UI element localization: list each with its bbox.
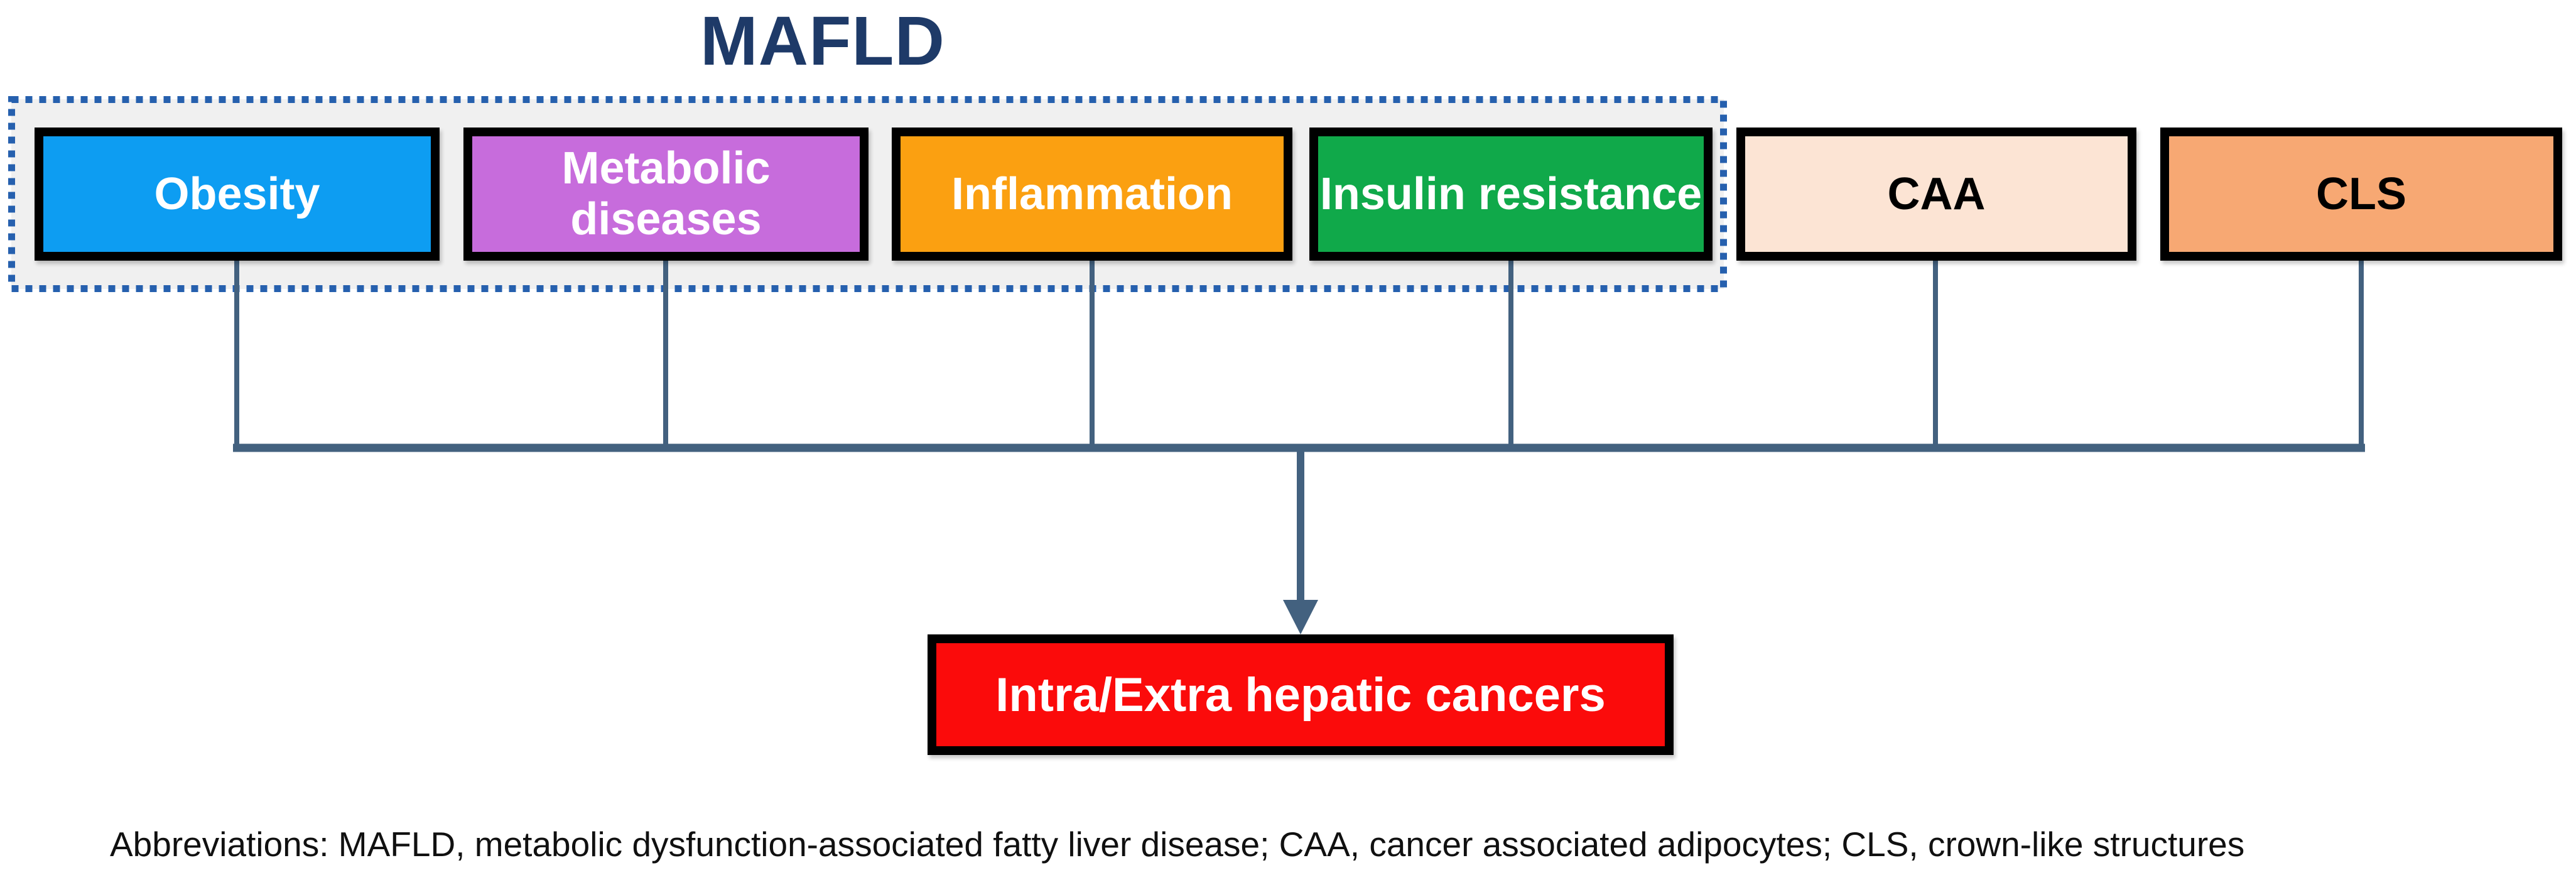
- factor-label: Metabolic diseases: [561, 143, 771, 244]
- outcome-box-hepatic-cancers: Intra/Extra hepatic cancers: [928, 634, 1674, 755]
- factor-box-metabolic-diseases: Metabolic diseases: [463, 128, 869, 261]
- factor-box-obesity: Obesity: [35, 128, 440, 261]
- factor-box-cls: CLS: [2160, 128, 2562, 261]
- factor-label: Inflammation: [951, 168, 1233, 219]
- factor-box-inflammation: Inflammation: [892, 128, 1292, 261]
- factor-label: CAA: [1887, 168, 1986, 219]
- diagram-title: MAFLD: [700, 3, 945, 80]
- factor-box-caa: CAA: [1736, 128, 2136, 261]
- factor-box-insulin-resistance: Insulin resistance: [1309, 128, 1713, 261]
- outcome-label: Intra/Extra hepatic cancers: [995, 668, 1606, 722]
- arrow-head-icon: [1283, 600, 1318, 634]
- factor-label: CLS: [2316, 168, 2406, 219]
- factor-label: Insulin resistance: [1319, 168, 1702, 219]
- factor-label: Obesity: [154, 168, 320, 219]
- abbreviations-footnote: Abbreviations: MAFLD, metabolic dysfunct…: [110, 825, 2245, 864]
